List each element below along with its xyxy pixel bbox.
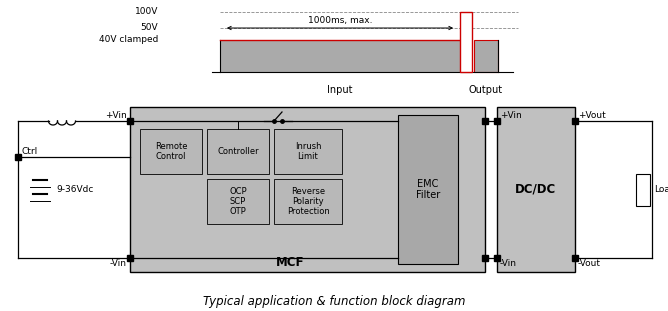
Bar bbox=[130, 107, 485, 272]
Text: EMC
Filter: EMC Filter bbox=[416, 179, 440, 200]
Text: 1000ms, max.: 1000ms, max. bbox=[308, 16, 372, 25]
Text: OCP
SCP
OTP: OCP SCP OTP bbox=[229, 187, 246, 216]
Bar bbox=[207, 129, 269, 174]
Bar bbox=[274, 179, 342, 224]
Text: 9-36Vdc: 9-36Vdc bbox=[56, 185, 94, 194]
Text: -Vin: -Vin bbox=[500, 258, 517, 267]
Text: Reverse
Polarity
Protection: Reverse Polarity Protection bbox=[287, 187, 329, 216]
Text: -Vin: -Vin bbox=[110, 258, 127, 267]
Text: 100V: 100V bbox=[135, 7, 158, 16]
Bar bbox=[207, 179, 269, 224]
Text: +Vout: +Vout bbox=[578, 112, 606, 120]
Text: Remote
Control: Remote Control bbox=[155, 142, 187, 161]
Text: Load: Load bbox=[654, 185, 668, 194]
Text: Inrush
Limit: Inrush Limit bbox=[295, 142, 321, 161]
Text: Input: Input bbox=[327, 85, 353, 95]
Bar bbox=[274, 129, 342, 174]
Bar bbox=[497, 107, 575, 272]
Text: 50V: 50V bbox=[140, 24, 158, 33]
Text: 40V clamped: 40V clamped bbox=[99, 35, 158, 44]
Text: +Vin: +Vin bbox=[106, 112, 127, 120]
Bar bbox=[398, 115, 458, 264]
Bar bbox=[636, 174, 650, 206]
Text: Controller: Controller bbox=[217, 147, 259, 156]
Bar bbox=[140, 129, 202, 174]
Text: Typical application & function block diagram: Typical application & function block dia… bbox=[203, 295, 465, 309]
Bar bbox=[220, 40, 470, 72]
Text: Output: Output bbox=[469, 85, 503, 95]
Bar bbox=[460, 12, 472, 72]
Text: DC/DC: DC/DC bbox=[516, 183, 556, 196]
Text: +Vin: +Vin bbox=[500, 112, 522, 120]
Text: MCF: MCF bbox=[276, 256, 304, 268]
Text: -Vout: -Vout bbox=[578, 258, 601, 267]
Bar bbox=[474, 40, 498, 72]
Text: Ctrl: Ctrl bbox=[22, 147, 38, 156]
